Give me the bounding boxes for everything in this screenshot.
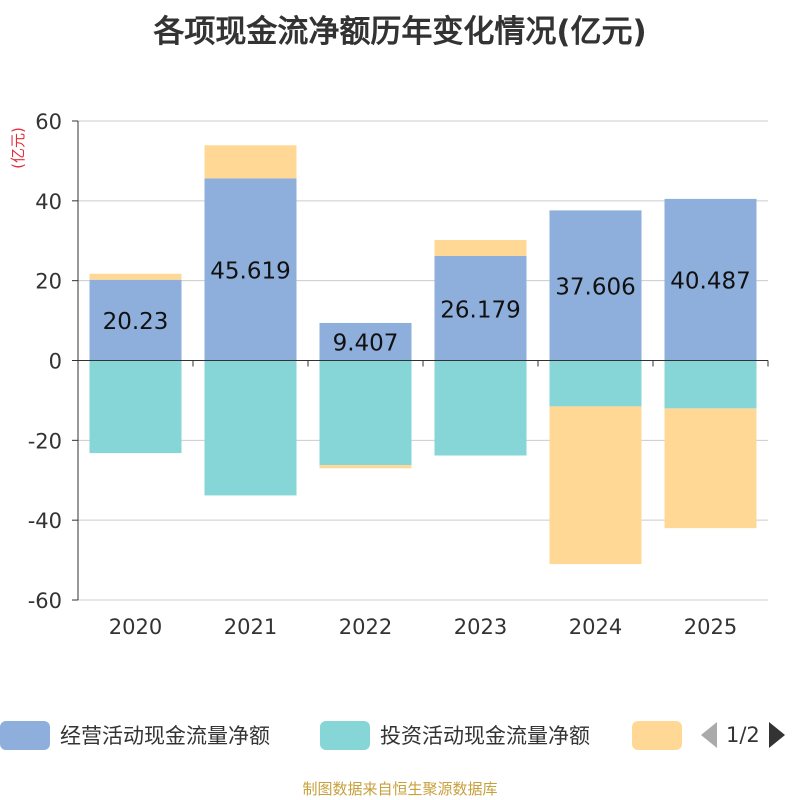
legend-swatch-financing xyxy=(632,720,682,750)
bar-financing-2024 xyxy=(549,406,642,565)
bar-financing-2023 xyxy=(434,240,527,257)
data-label: 9.407 xyxy=(333,331,399,357)
x-tick-label: 2022 xyxy=(339,615,392,639)
y-tick-label: 60 xyxy=(35,110,62,134)
bar-operating-2023 xyxy=(434,256,527,361)
y-axis-unit-label: (亿元) xyxy=(9,127,27,169)
bar-operating-2021 xyxy=(204,178,297,361)
bar-financing-2020 xyxy=(89,273,182,280)
bar-financing-2022 xyxy=(319,465,412,469)
data-label: 20.23 xyxy=(103,309,169,335)
chart-title: 各项现金流净额历年变化情况(亿元) xyxy=(153,14,647,50)
bar-financing-2021 xyxy=(204,145,297,179)
legend-item-operating[interactable]: 经营活动现金流量净额 xyxy=(0,720,270,750)
x-tick-label: 2021 xyxy=(224,615,277,639)
legend-page-indicator: 1/2 xyxy=(726,723,760,747)
chart-area: -60 -40 -20 0 20 40 60 (亿元) 20.23 45.619 9.407 26.1… xyxy=(9,110,769,639)
y-tick-label: 0 xyxy=(49,350,62,374)
bar-operating-2020 xyxy=(89,279,182,361)
data-label: 45.619 xyxy=(210,258,290,284)
data-label: 26.179 xyxy=(440,297,520,323)
y-tick-label: -40 xyxy=(28,509,62,533)
legend-item-investing[interactable]: 投资活动现金流量净额 xyxy=(320,720,590,750)
bar-operating-2024 xyxy=(549,210,642,361)
bar-investing-2024 xyxy=(549,360,642,407)
y-tick-label: 20 xyxy=(35,270,62,294)
y-tick-label: 40 xyxy=(35,190,62,214)
bar-operating-2022 xyxy=(319,322,412,361)
x-tick-label: 2023 xyxy=(454,615,507,639)
legend-label-operating: 经营活动现金流量净额 xyxy=(60,724,270,748)
legend: 经营活动现金流量净额 投资活动现金流量净额 1/2 xyxy=(0,712,800,758)
x-tick-label: 2020 xyxy=(109,615,162,639)
triangle-right-icon[interactable] xyxy=(768,721,786,749)
bar-investing-2025 xyxy=(664,360,757,409)
legend-label-investing: 投资活动现金流量净额 xyxy=(380,724,590,748)
legend-item-financing[interactable] xyxy=(632,720,682,750)
x-tick-label: 2025 xyxy=(684,615,737,639)
data-label: 40.487 xyxy=(670,269,750,295)
y-tick-label: -20 xyxy=(28,429,62,453)
x-tick-label: 2024 xyxy=(569,615,622,639)
bar-investing-2021 xyxy=(204,360,297,496)
bar-financing-2025 xyxy=(664,408,757,529)
legend-pager: 1/2 xyxy=(700,720,786,750)
source-note: 制图数据来自恒生聚源数据库 xyxy=(302,780,498,798)
legend-swatch-investing xyxy=(320,720,370,750)
triangle-left-icon[interactable] xyxy=(700,721,718,749)
data-label: 37.606 xyxy=(555,274,635,300)
bar-operating-2025 xyxy=(664,198,757,361)
y-tick-label: -60 xyxy=(28,589,62,613)
bar-investing-2020 xyxy=(89,360,182,454)
bar-investing-2023 xyxy=(434,360,527,456)
bar-investing-2022 xyxy=(319,360,412,466)
legend-swatch-operating xyxy=(0,720,50,750)
